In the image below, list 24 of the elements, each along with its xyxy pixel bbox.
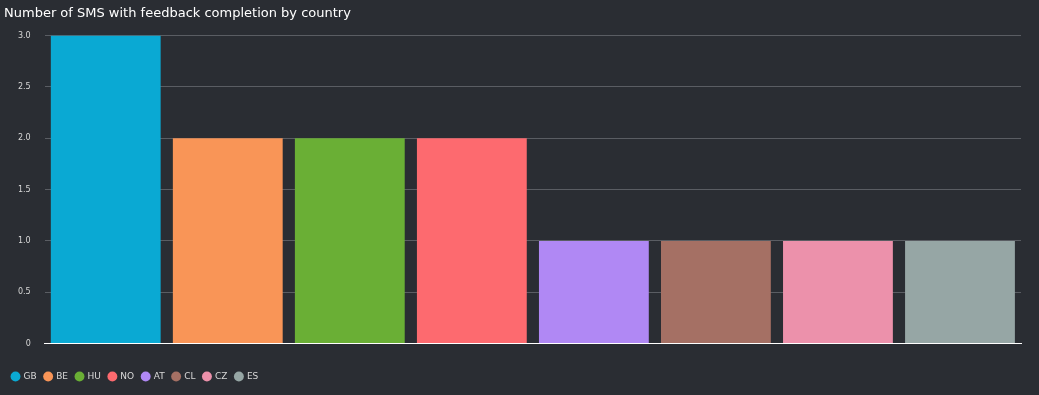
bar — [661, 240, 771, 344]
legend-label: GB — [23, 370, 37, 381]
chart-title: Number of SMS with feedback completion by country — [4, 5, 352, 21]
legend-label: HU — [87, 370, 101, 381]
bar — [172, 138, 283, 344]
y-tick-label: 1.5 — [17, 184, 31, 194]
y-tick-label: 3.0 — [17, 30, 31, 40]
legend-label: AT — [153, 370, 166, 381]
bar — [294, 138, 405, 344]
legend-label: CL — [184, 370, 196, 381]
legend-label: CZ — [214, 370, 228, 381]
legend-label: BE — [56, 370, 69, 381]
legend-label: NO — [120, 370, 135, 381]
y-tick-label: 2.5 — [17, 82, 31, 92]
y-tick-label: 0 — [25, 338, 31, 348]
bar — [538, 240, 649, 344]
bar — [416, 138, 527, 344]
legend-label: ES — [246, 370, 259, 381]
bar — [50, 35, 161, 344]
bar — [905, 240, 1015, 344]
bar — [783, 240, 893, 344]
y-tick-label: 1.0 — [17, 236, 31, 246]
y-tick-label: 0.5 — [17, 287, 31, 297]
y-tick-label: 2.0 — [17, 133, 31, 143]
